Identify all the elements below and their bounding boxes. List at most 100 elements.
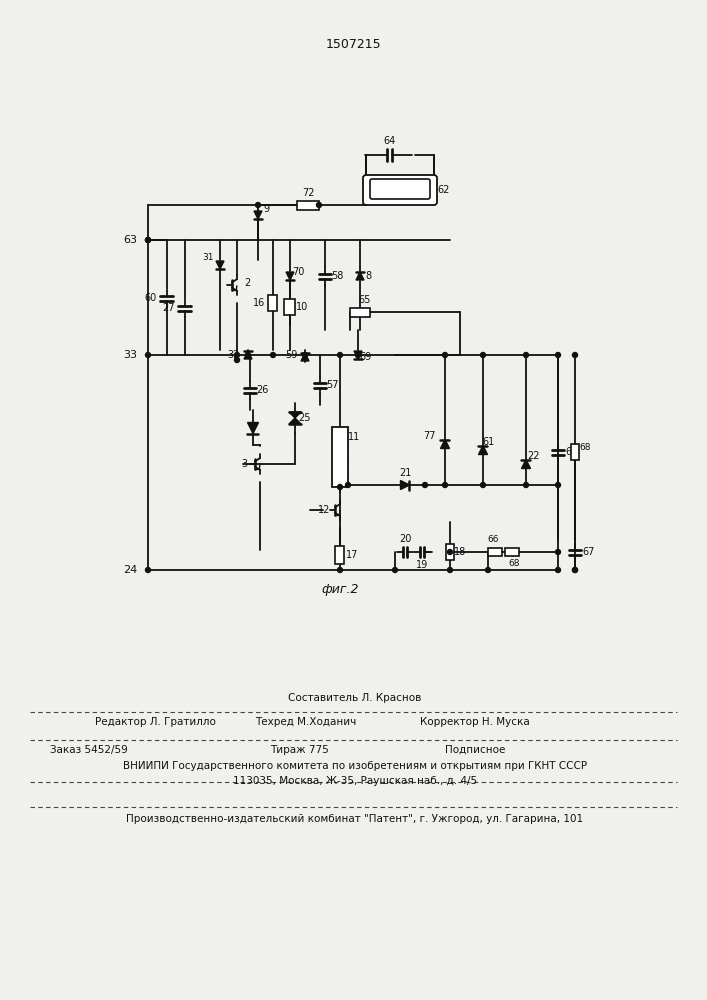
Circle shape xyxy=(443,353,448,358)
Text: Техред М.Ходанич: Техред М.Ходанич xyxy=(255,717,356,727)
Polygon shape xyxy=(289,412,301,418)
Bar xyxy=(332,427,348,487)
Text: 60: 60 xyxy=(145,293,157,303)
Text: 72: 72 xyxy=(302,188,314,198)
Text: 19: 19 xyxy=(416,560,428,570)
Bar xyxy=(297,200,319,210)
Circle shape xyxy=(337,568,342,572)
Text: 33: 33 xyxy=(123,350,137,360)
Circle shape xyxy=(303,353,308,358)
Text: Подписное: Подписное xyxy=(445,745,506,755)
Circle shape xyxy=(523,483,529,488)
Circle shape xyxy=(337,353,342,358)
Circle shape xyxy=(235,353,240,358)
Text: 20: 20 xyxy=(399,534,411,544)
Text: 58: 58 xyxy=(331,271,343,281)
Text: 66: 66 xyxy=(487,536,498,544)
Polygon shape xyxy=(254,211,262,219)
Text: 62: 62 xyxy=(438,185,450,195)
Text: 18: 18 xyxy=(454,547,466,557)
Circle shape xyxy=(235,358,240,362)
Circle shape xyxy=(556,353,561,358)
Circle shape xyxy=(271,353,276,358)
Text: 24: 24 xyxy=(123,565,137,575)
Text: фиг.2: фиг.2 xyxy=(321,584,358,596)
Text: 32: 32 xyxy=(228,350,240,360)
Circle shape xyxy=(443,483,448,488)
Circle shape xyxy=(255,202,260,208)
Text: Редактор Л. Гратилло: Редактор Л. Гратилло xyxy=(95,717,216,727)
Text: 113035, Москва, Ж-35, Раушская наб., д. 4/5: 113035, Москва, Ж-35, Раушская наб., д. … xyxy=(233,776,477,786)
Text: 68: 68 xyxy=(508,560,520,568)
Circle shape xyxy=(481,353,486,358)
Polygon shape xyxy=(400,481,409,489)
Text: 63: 63 xyxy=(123,235,137,245)
Polygon shape xyxy=(244,351,252,359)
Circle shape xyxy=(556,550,561,554)
Text: 10: 10 xyxy=(296,302,308,312)
Text: 70: 70 xyxy=(292,267,304,277)
Circle shape xyxy=(146,237,151,242)
Circle shape xyxy=(556,568,561,572)
Text: 77: 77 xyxy=(423,431,436,441)
Text: Корректор Н. Муска: Корректор Н. Муска xyxy=(420,717,530,727)
Circle shape xyxy=(392,568,397,572)
Circle shape xyxy=(346,483,351,488)
Text: Тираж 775: Тираж 775 xyxy=(270,745,329,755)
Text: Заказ 5452/59: Заказ 5452/59 xyxy=(50,745,128,755)
Text: 27: 27 xyxy=(163,303,175,313)
Circle shape xyxy=(317,202,322,208)
Polygon shape xyxy=(356,272,364,280)
Bar xyxy=(350,308,370,316)
Circle shape xyxy=(146,353,151,358)
Polygon shape xyxy=(522,460,530,468)
Text: 3: 3 xyxy=(241,459,247,469)
Circle shape xyxy=(146,237,151,242)
Text: 61: 61 xyxy=(483,437,495,447)
Text: 31: 31 xyxy=(202,252,214,261)
Text: 59: 59 xyxy=(285,350,297,360)
Polygon shape xyxy=(354,351,362,359)
Circle shape xyxy=(486,568,491,572)
Text: 25: 25 xyxy=(299,413,311,423)
Polygon shape xyxy=(479,446,488,454)
Bar xyxy=(284,299,296,315)
Bar xyxy=(269,295,278,311)
Bar xyxy=(446,544,454,560)
Text: 65: 65 xyxy=(359,295,371,305)
Circle shape xyxy=(448,568,452,572)
Circle shape xyxy=(245,353,250,358)
FancyBboxPatch shape xyxy=(363,175,437,205)
Circle shape xyxy=(481,483,486,488)
Text: 1507215: 1507215 xyxy=(325,38,381,51)
Text: Составитель Л. Краснов: Составитель Л. Краснов xyxy=(288,693,421,703)
Circle shape xyxy=(448,550,452,554)
Circle shape xyxy=(337,485,342,489)
Text: 26: 26 xyxy=(256,385,268,395)
Text: 67: 67 xyxy=(583,547,595,557)
Polygon shape xyxy=(289,418,301,424)
Text: 69: 69 xyxy=(360,352,372,362)
Text: 2: 2 xyxy=(244,278,250,288)
Circle shape xyxy=(573,353,578,358)
Text: 64: 64 xyxy=(384,136,396,146)
Polygon shape xyxy=(247,422,259,434)
Text: 11: 11 xyxy=(348,432,360,442)
Circle shape xyxy=(556,483,561,488)
Circle shape xyxy=(423,483,428,488)
Text: 21: 21 xyxy=(399,468,411,478)
Text: Производственно-издательский комбинат "Патент", г. Ужгород, ул. Гагарина, 101: Производственно-издательский комбинат "П… xyxy=(127,814,583,824)
FancyBboxPatch shape xyxy=(370,179,430,199)
Text: 12: 12 xyxy=(318,505,330,515)
Circle shape xyxy=(573,568,578,572)
Text: 8: 8 xyxy=(365,271,371,281)
Bar xyxy=(505,548,519,556)
Polygon shape xyxy=(286,272,294,280)
Circle shape xyxy=(146,568,151,572)
Text: 17: 17 xyxy=(346,550,358,560)
Text: ВНИИПИ Государственного комитета по изобретениям и открытиям при ГКНТ СССР: ВНИИПИ Государственного комитета по изоб… xyxy=(123,761,587,771)
Polygon shape xyxy=(216,261,224,269)
Text: 57: 57 xyxy=(326,380,338,390)
Bar xyxy=(336,546,344,564)
Text: 9: 9 xyxy=(263,204,269,214)
